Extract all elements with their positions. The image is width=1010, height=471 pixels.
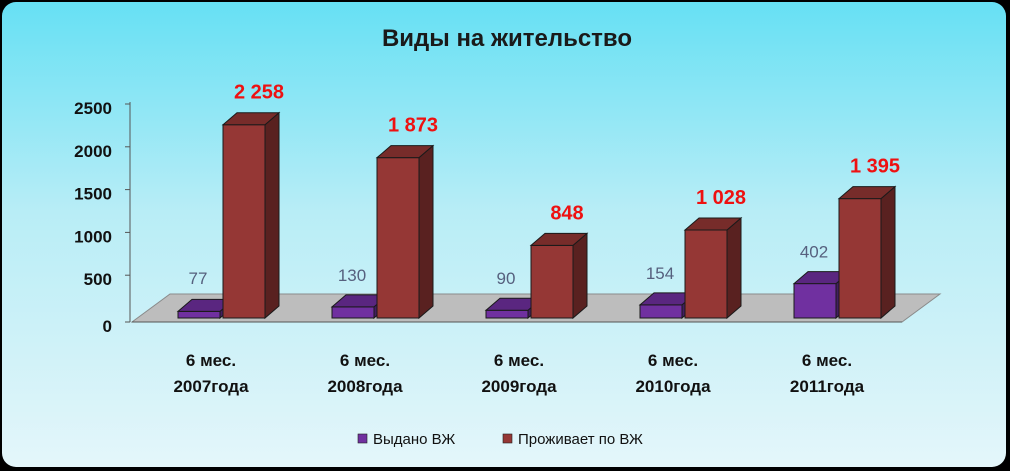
x-tick-label: 6 мес. 2011года bbox=[790, 351, 865, 396]
data-label-issued: 90 bbox=[497, 269, 516, 288]
y-tick-label: 2500 bbox=[74, 99, 112, 118]
bar-residing-side bbox=[572, 232, 588, 320]
bar-residing-side bbox=[726, 216, 742, 320]
y-tick-label: 2000 bbox=[74, 142, 112, 161]
data-label-issued: 154 bbox=[646, 264, 674, 283]
y-tick-label: 0 bbox=[103, 317, 112, 336]
y-tick-label: 500 bbox=[84, 270, 112, 289]
y-axis: 0 500 1000 1500 2000 2500 bbox=[74, 99, 902, 336]
bar-residing-front bbox=[376, 157, 420, 319]
bar-residing-side bbox=[418, 144, 434, 320]
y-tick-label: 1000 bbox=[74, 227, 112, 246]
bar-residing-top bbox=[837, 186, 897, 200]
data-label-residing: 1 395 bbox=[850, 156, 900, 178]
bar-residing-side bbox=[880, 185, 896, 320]
x-tick-label: 6 мес. 2008года bbox=[327, 351, 403, 396]
bar-residing-front bbox=[838, 198, 882, 319]
data-label-issued: 130 bbox=[338, 266, 366, 285]
x-tick-label: 6 мес. 2009года bbox=[481, 351, 557, 396]
bar-residing bbox=[837, 185, 897, 320]
bar-issued-front bbox=[485, 309, 529, 319]
chart-title: Виды на жительство bbox=[382, 25, 632, 52]
bar-residing bbox=[221, 111, 281, 320]
bar-residing bbox=[683, 216, 743, 320]
legend-swatch bbox=[357, 433, 368, 444]
data-label-residing: 1 028 bbox=[696, 187, 746, 209]
bar-residing-front bbox=[530, 244, 574, 319]
data-labels: 77 2 258 130 1 873 90 848 154 1 028 402 1 395 bbox=[189, 82, 900, 288]
bar-residing bbox=[375, 144, 435, 320]
legend-item: Проживает по ВЖ bbox=[502, 431, 643, 448]
x-axis-labels: 6 мес. 2007года 6 мес. 2008года 6 мес. 2009го… bbox=[173, 351, 864, 396]
data-label-residing: 2 258 bbox=[234, 82, 284, 104]
legend-label: Проживает по ВЖ bbox=[518, 431, 643, 448]
data-label-residing: 1 873 bbox=[388, 115, 438, 137]
bar-residing-front bbox=[222, 124, 266, 319]
bar-residing-top bbox=[221, 112, 281, 126]
legend-swatch bbox=[502, 433, 513, 444]
bar-residing-top bbox=[683, 217, 743, 231]
data-label-residing: 848 bbox=[550, 202, 583, 224]
bar-residing-side bbox=[264, 111, 280, 320]
legend-item: Выдано ВЖ bbox=[357, 431, 455, 448]
bars bbox=[176, 111, 897, 320]
bar-issued-front bbox=[639, 304, 683, 319]
legend: Выдано ВЖ Проживает по ВЖ bbox=[357, 431, 643, 448]
bar-issued-front bbox=[177, 310, 221, 319]
bar-issued-front bbox=[331, 306, 375, 319]
bar-residing bbox=[529, 232, 589, 320]
bar-issued-front bbox=[793, 283, 837, 319]
bar-residing-front bbox=[684, 229, 728, 319]
legend-label: Выдано ВЖ bbox=[373, 431, 455, 448]
y-tick-label: 1500 bbox=[74, 185, 112, 204]
bar-residing-top bbox=[375, 145, 435, 159]
x-tick-label: 6 мес. 2010года bbox=[635, 351, 711, 396]
x-tick-label: 6 мес. 2007года bbox=[173, 351, 249, 396]
bar-residing-top bbox=[529, 232, 589, 246]
data-label-issued: 77 bbox=[189, 269, 208, 288]
data-label-issued: 402 bbox=[800, 243, 828, 262]
